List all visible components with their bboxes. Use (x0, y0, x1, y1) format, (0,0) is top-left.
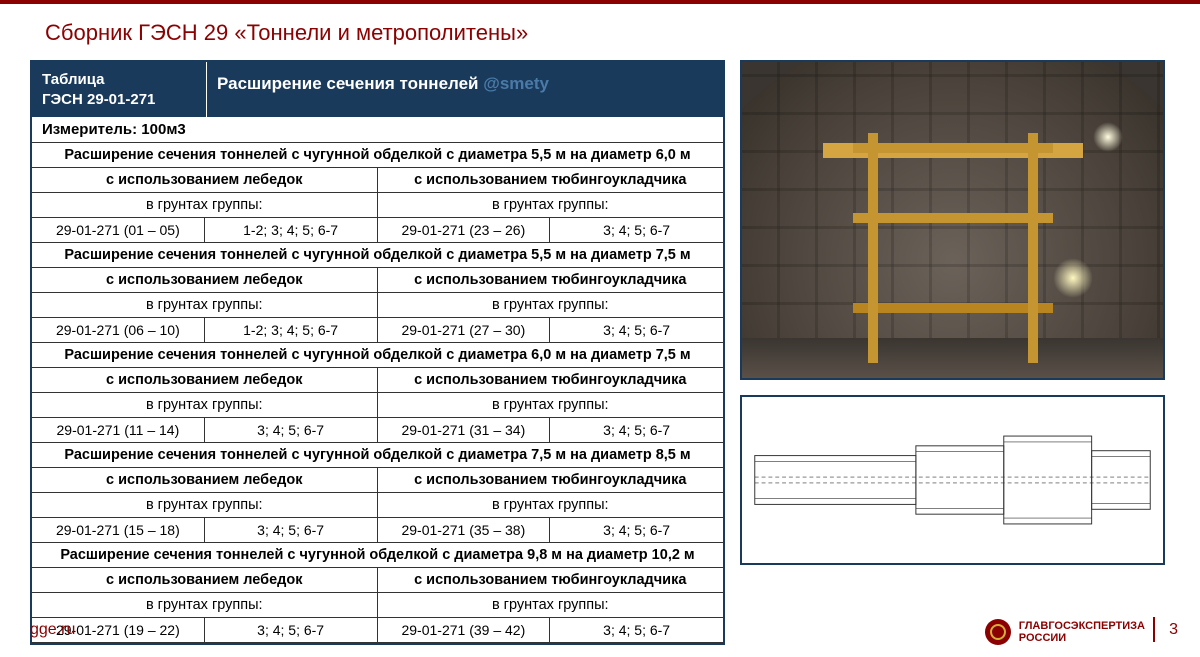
groups-label-right: в грунтах группы: (378, 593, 724, 618)
code-right: 29-01-271 (35 – 38) (378, 518, 551, 543)
watermark: @smety (483, 74, 549, 93)
groups-label-left: в грунтах группы: (32, 493, 378, 518)
code-left: 29-01-271 (15 – 18) (32, 518, 205, 543)
groups-label-right: в грунтах группы: (378, 493, 724, 518)
groups-label-right: в грунтах группы: (378, 193, 724, 218)
code-left: 29-01-271 (01 – 05) (32, 218, 205, 243)
group-right: 3; 4; 5; 6-7 (550, 418, 723, 443)
method-right: с использованием тюбингоукладчика (378, 168, 724, 193)
method-right: с использованием тюбингоукладчика (378, 468, 724, 493)
table-header: ТаблицаГЭСН 29-01-271 Расширение сечения… (32, 62, 723, 117)
group-right: 3; 4; 5; 6-7 (550, 318, 723, 343)
table-header-right: Расширение сечения тоннелей @smety (207, 62, 723, 117)
logo-text: ГЛАВГОСЭКСПЕРТИЗА РОССИИ (1019, 620, 1145, 644)
spec-table: ТаблицаГЭСН 29-01-271 Расширение сечения… (30, 60, 725, 645)
footer-logo: ГЛАВГОСЭКСПЕРТИЗА РОССИИ (985, 619, 1145, 645)
logo-line1: ГЛАВГОСЭКСПЕРТИЗА (1019, 620, 1145, 632)
code-right: 29-01-271 (39 – 42) (378, 618, 551, 643)
table-header-left: ТаблицаГЭСН 29-01-271 (32, 62, 207, 117)
group-right: 3; 4; 5; 6-7 (550, 218, 723, 243)
page-number: 3 (1169, 621, 1178, 639)
group-left: 3; 4; 5; 6-7 (205, 418, 378, 443)
method-right: с использованием тюбингоукладчика (378, 268, 724, 293)
section-title: Расширение сечения тоннелей с чугунной о… (32, 243, 723, 268)
groups-label-right: в грунтах группы: (378, 393, 724, 418)
method-left: с использованием лебедок (32, 168, 378, 193)
code-right: 29-01-271 (27 – 30) (378, 318, 551, 343)
tunnel-diagram (740, 395, 1165, 565)
method-left: с использованием лебедок (32, 568, 378, 593)
method-right: с использованием тюбингоукладчика (378, 368, 724, 393)
group-right: 3; 4; 5; 6-7 (550, 518, 723, 543)
group-right: 3; 4; 5; 6-7 (550, 618, 723, 643)
method-left: с использованием лебедок (32, 268, 378, 293)
section-title: Расширение сечения тоннелей с чугунной о… (32, 343, 723, 368)
group-left: 1-2; 3; 4; 5; 6-7 (205, 318, 378, 343)
group-left: 3; 4; 5; 6-7 (205, 518, 378, 543)
method-left: с использованием лебедок (32, 468, 378, 493)
groups-label-left: в грунтах группы: (32, 193, 378, 218)
table-header-right-text: Расширение сечения тоннелей (217, 74, 479, 93)
code-left: 29-01-271 (06 – 10) (32, 318, 205, 343)
main-content: ТаблицаГЭСН 29-01-271 Расширение сечения… (30, 60, 1165, 645)
groups-label-left: в грунтах группы: (32, 293, 378, 318)
group-left: 1-2; 3; 4; 5; 6-7 (205, 218, 378, 243)
page-divider (1153, 617, 1155, 642)
code-right: 29-01-271 (23 – 26) (378, 218, 551, 243)
groups-label-left: в грунтах группы: (32, 593, 378, 618)
section-title: Расширение сечения тоннелей с чугунной о… (32, 143, 723, 168)
top-red-line (0, 0, 1200, 4)
section-title: Расширение сечения тоннелей с чугунной о… (32, 543, 723, 568)
code-left: 29-01-271 (11 – 14) (32, 418, 205, 443)
measurer-row: Измеритель: 100м3 (32, 117, 723, 143)
code-right: 29-01-271 (31 – 34) (378, 418, 551, 443)
logo-line2: РОССИИ (1019, 632, 1145, 644)
group-left: 3; 4; 5; 6-7 (205, 618, 378, 643)
right-panel (740, 60, 1165, 645)
section-title: Расширение сечения тоннелей с чугунной о… (32, 443, 723, 468)
method-left: с использованием лебедок (32, 368, 378, 393)
logo-icon (985, 619, 1011, 645)
groups-label-right: в грунтах группы: (378, 293, 724, 318)
footer-url: gge.ru (30, 621, 75, 639)
groups-label-left: в грунтах группы: (32, 393, 378, 418)
method-right: с использованием тюбингоукладчика (378, 568, 724, 593)
tunnel-photo (740, 60, 1165, 380)
slide-title: Сборник ГЭСН 29 «Тоннели и метрополитены… (45, 20, 528, 46)
